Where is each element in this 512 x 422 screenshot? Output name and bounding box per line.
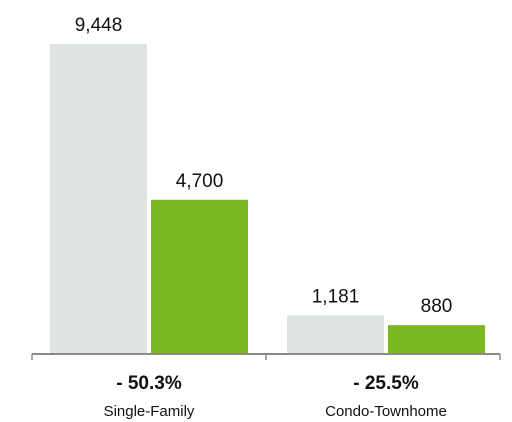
data-label: 9,448	[75, 15, 123, 36]
bar-single-family-series-2	[151, 199, 248, 354]
change-label: - 25.5%	[353, 373, 419, 394]
bar-condo-townhome-series-2	[388, 325, 485, 354]
category-label: Condo-Townhome	[325, 403, 447, 420]
data-label: 1,181	[312, 286, 360, 307]
change-label: - 50.3%	[116, 373, 182, 394]
x-axis	[31, 353, 501, 360]
bars-group	[50, 44, 485, 354]
bar-single-family-series-1	[50, 44, 147, 354]
data-label: 4,700	[176, 171, 224, 192]
data-label: 880	[421, 296, 453, 317]
bar-condo-townhome-series-1	[287, 315, 384, 354]
category-label: Single-Family	[104, 403, 195, 420]
labels-group: 9,448 4,700 - 50.3% Single-Family 1,181 880 - …	[75, 15, 453, 420]
